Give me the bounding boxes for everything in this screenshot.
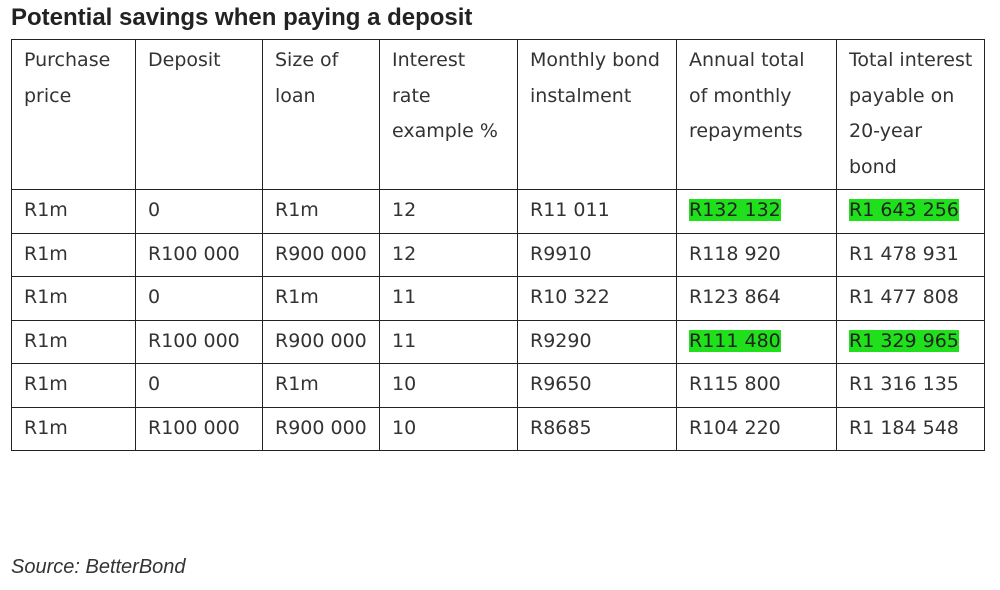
table-cell: 11 bbox=[379, 319, 518, 364]
highlighted-value: R111 480 bbox=[689, 329, 781, 352]
table-cell: 0 bbox=[135, 276, 263, 321]
highlighted-value: R1 329 965 bbox=[849, 329, 959, 352]
table-cell: R1m bbox=[11, 276, 136, 321]
table-cell: R132 132 bbox=[676, 189, 837, 234]
table-cell: R1m bbox=[11, 189, 136, 234]
table-cell: R900 000 bbox=[262, 406, 380, 451]
highlighted-value: R1 643 256 bbox=[849, 199, 959, 221]
table-cell: R8685 bbox=[517, 406, 677, 451]
source-caption: Source: BetterBond bbox=[11, 556, 186, 578]
table-row: R1m R100 000 R900 000 12 R9910 R118 920 … bbox=[11, 232, 985, 277]
table-cell: R100 000 bbox=[135, 406, 263, 451]
table-cell: 11 bbox=[379, 276, 518, 321]
table-cell: 0 bbox=[135, 189, 263, 234]
table-cell: R1 643 256 bbox=[836, 189, 985, 234]
table-cell: R1 478 931 bbox=[836, 232, 985, 277]
header-size-of-loan: Size of loan bbox=[262, 39, 380, 190]
table-cell: 12 bbox=[379, 232, 518, 277]
highlighted-value: R132 132 bbox=[689, 199, 781, 221]
table-cell: R9910 bbox=[517, 232, 677, 277]
table-cell: R9650 bbox=[517, 363, 677, 408]
table-cell: R11 011 bbox=[517, 189, 677, 234]
table-row: R1m 0 R1m 10 R9650 R115 800 R1 316 135 bbox=[11, 363, 985, 408]
table-cell: R9290 bbox=[517, 319, 677, 364]
table-cell: R104 220 bbox=[676, 406, 837, 451]
table-cell: R1 184 548 bbox=[836, 406, 985, 451]
table-cell: R1m bbox=[11, 363, 136, 408]
table-cell: 10 bbox=[379, 363, 518, 408]
page-title: Potential savings when paying a deposit bbox=[11, 4, 473, 31]
table-cell: 0 bbox=[135, 363, 263, 408]
table-row: R1m 0 R1m 11 R10 322 R123 864 R1 477 808 bbox=[11, 276, 985, 321]
table-cell: R900 000 bbox=[262, 319, 380, 364]
table-cell: R1m bbox=[262, 276, 380, 321]
table-row: R1m 0 R1m 12 R11 011 R132 132 R1 643 256 bbox=[11, 189, 985, 234]
table-header-row: Purchase price Deposit Size of loan Inte… bbox=[11, 39, 985, 190]
table-cell: R115 800 bbox=[676, 363, 837, 408]
table-row: R1m R100 000 R900 000 10 R8685 R104 220 … bbox=[11, 406, 985, 451]
table-cell: R111 480 bbox=[676, 319, 837, 364]
savings-table: Purchase price Deposit Size of loan Inte… bbox=[11, 39, 985, 451]
header-annual-total: Annual total of monthly repayments bbox=[676, 39, 837, 190]
table-cell: R118 920 bbox=[676, 232, 837, 277]
table-cell: R10 322 bbox=[517, 276, 677, 321]
table-cell: R123 864 bbox=[676, 276, 837, 321]
table-cell: 10 bbox=[379, 406, 518, 451]
table-cell: R100 000 bbox=[135, 232, 263, 277]
header-interest-rate: Interest rate example % bbox=[379, 39, 518, 190]
table-cell: R1 329 965 bbox=[836, 319, 985, 364]
table-cell: R1m bbox=[11, 406, 136, 451]
table-cell: R1m bbox=[262, 363, 380, 408]
header-total-interest: Total interest payable on 20-year bond bbox=[836, 39, 985, 190]
header-monthly-instalment: Monthly bond instalment bbox=[517, 39, 677, 190]
table-row: R1m R100 000 R900 000 11 R9290 R111 480 … bbox=[11, 319, 985, 364]
table-cell: R1 477 808 bbox=[836, 276, 985, 321]
table-cell: 12 bbox=[379, 189, 518, 234]
table-cell: R1m bbox=[11, 232, 136, 277]
table-cell: R900 000 bbox=[262, 232, 380, 277]
table-cell: R1 316 135 bbox=[836, 363, 985, 408]
table-cell: R1m bbox=[262, 189, 380, 234]
table-cell: R1m bbox=[11, 319, 136, 364]
header-deposit: Deposit bbox=[135, 39, 263, 190]
table-cell: R100 000 bbox=[135, 319, 263, 364]
header-purchase-price: Purchase price bbox=[11, 39, 136, 190]
